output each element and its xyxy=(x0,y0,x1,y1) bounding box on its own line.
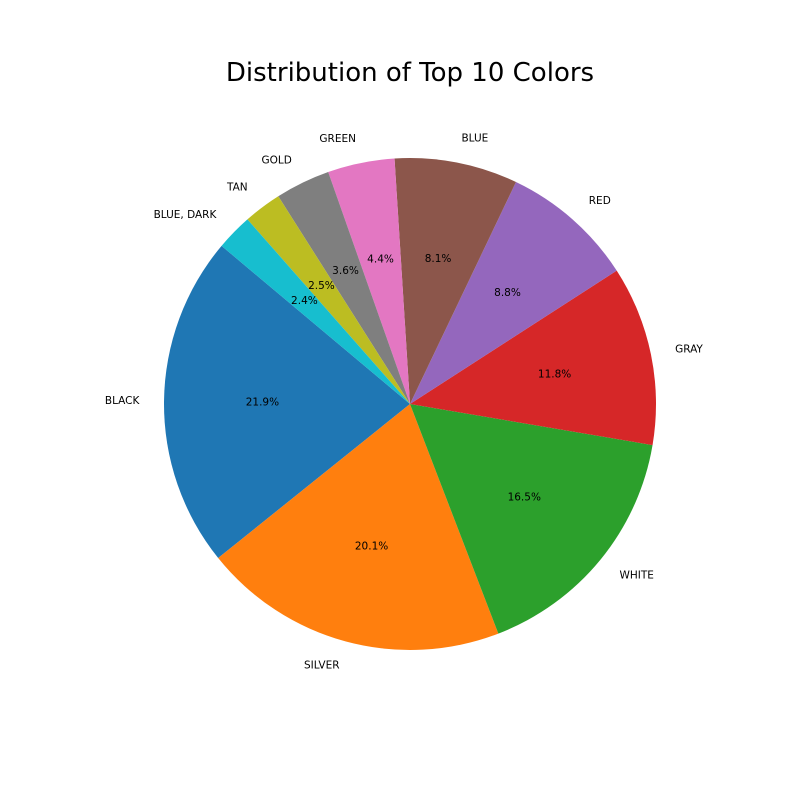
pie-slice-blue xyxy=(394,158,517,404)
slice-label-white: WHITE xyxy=(619,569,653,581)
chart-title: Distribution of Top 10 Colors xyxy=(225,58,595,88)
pie-slice-black xyxy=(164,245,410,559)
slice-label-red: RED xyxy=(589,195,611,207)
slice-percent-white: 16.5% xyxy=(508,491,541,503)
pie-slice-green xyxy=(328,158,410,404)
slice-percent-black: 21.9% xyxy=(246,396,279,408)
slice-percent-red: 8.8% xyxy=(494,287,521,299)
slice-percent-blue-dark: 2.4% xyxy=(291,295,318,307)
slice-percent-gray: 11.8% xyxy=(538,368,571,380)
pie-slices xyxy=(164,158,657,650)
pie-slice-white xyxy=(410,404,653,634)
pie-slice-silver xyxy=(218,404,499,650)
slice-label-black: BLACK xyxy=(105,395,141,407)
slice-percent-blue: 8.1% xyxy=(425,253,452,265)
pie-labels: BLACK 21.9% SILVER 20.1% WHITE 16.5% GRAY 11.8%… xyxy=(105,132,704,671)
slice-label-blue: BLUE xyxy=(461,132,488,144)
pie-slice-blue-dark xyxy=(221,219,410,404)
slice-label-silver: SILVER xyxy=(304,659,340,671)
slice-percent-silver: 20.1% xyxy=(355,541,388,553)
slice-percent-tan: 2.5% xyxy=(308,280,335,292)
pie-slice-tan xyxy=(247,196,410,404)
slice-percent-green: 4.4% xyxy=(367,253,394,265)
slice-label-gold: GOLD xyxy=(261,155,291,167)
slice-label-tan: TAN xyxy=(226,182,248,194)
pie-slice-gold xyxy=(278,172,410,404)
pie-slice-red xyxy=(410,182,617,404)
slice-label-green: GREEN xyxy=(319,133,356,145)
slice-label-blue-dark: BLUE, DARK xyxy=(154,209,218,221)
slice-percent-gold: 3.6% xyxy=(332,265,359,277)
slice-label-gray: GRAY xyxy=(675,344,703,356)
pie-slice-gray xyxy=(410,270,657,446)
